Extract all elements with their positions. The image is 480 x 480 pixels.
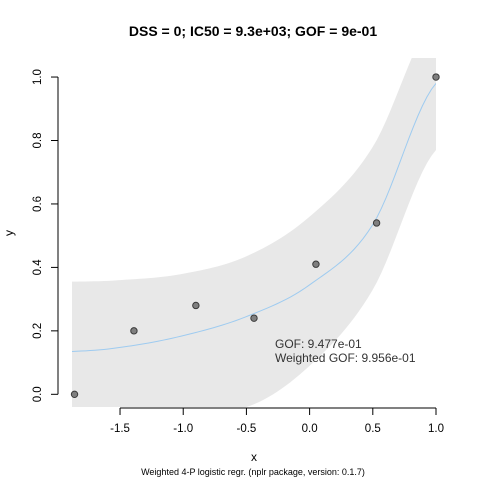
chart-subtitle: Weighted 4-P logistic regr. (nplr packag…: [141, 467, 365, 477]
data-point: [312, 260, 320, 268]
x-axis-label: x: [251, 450, 257, 464]
x-tick-label: 1.0: [428, 423, 444, 435]
y-tick-label: 0.0: [32, 386, 44, 402]
data-point: [432, 73, 440, 81]
gof-annotation: GOF: 9.477e-01: [275, 337, 362, 351]
axes-layer: -1.5 -1.0 -0.5 0.0 0.5 1.0 0.0 0.2 0.4 0.6 0.8 1.0: [32, 69, 444, 435]
data-point: [130, 327, 138, 335]
x-tick-label: -0.5: [237, 423, 257, 435]
weighted-gof-annotation: Weighted GOF: 9.956e-01: [275, 351, 416, 365]
y-tick-label: 0.8: [32, 132, 44, 148]
chart-title: DSS = 0; IC50 = 9.3e+03; GOF = 9e-01: [129, 23, 377, 39]
data-points-layer: [70, 73, 440, 399]
x-tick-label: 0.0: [302, 423, 318, 435]
y-axis-label: y: [2, 230, 16, 236]
confidence-band: [72, 58, 436, 407]
confidence-band-layer: [72, 58, 436, 407]
y-tick-label: 1.0: [32, 69, 44, 85]
x-tick-label: 0.5: [365, 423, 381, 435]
data-point: [372, 219, 381, 227]
data-point: [70, 390, 79, 399]
y-tick-label: 0.2: [32, 323, 44, 339]
x-tick-label: -1.5: [110, 423, 130, 435]
y-tick-label: 0.4: [32, 259, 44, 276]
x-tick-label: -1.0: [173, 423, 193, 435]
y-tick-label: 0.6: [32, 196, 44, 212]
data-point: [250, 314, 258, 322]
data-point: [192, 301, 200, 310]
